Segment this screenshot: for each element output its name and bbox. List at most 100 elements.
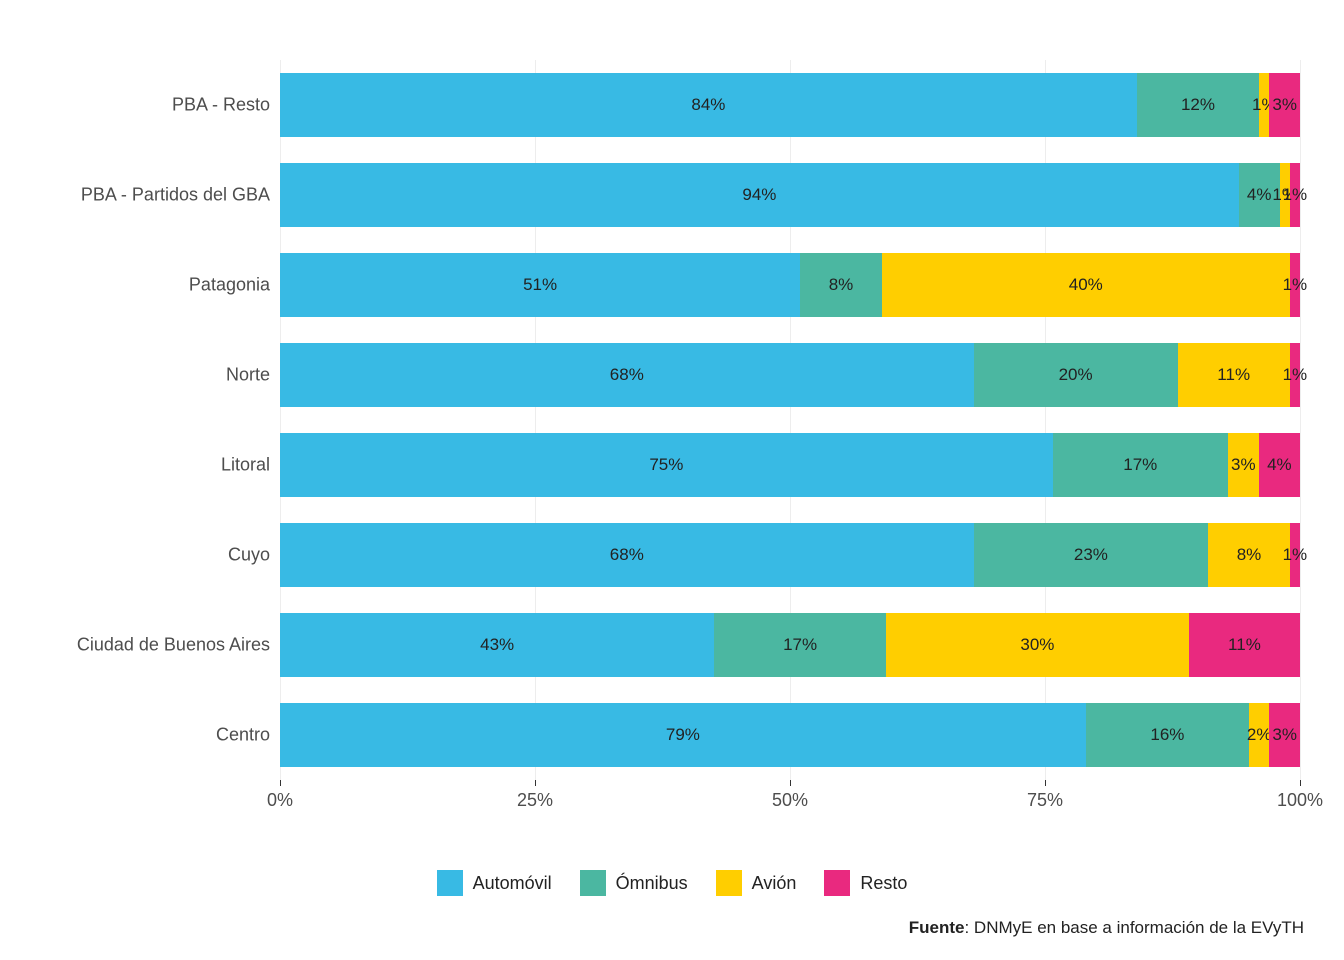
bar-row: 75% 17% 3% 4% <box>280 433 1300 498</box>
bar-segment-automovil: 68% <box>280 343 974 408</box>
bar-segment-label: 51% <box>523 275 557 295</box>
bar-segment-automovil: 75% <box>280 433 1053 498</box>
bar-segment-label: 8% <box>829 275 854 295</box>
bar-segment-label: 16% <box>1150 725 1184 745</box>
legend-swatch <box>580 870 606 896</box>
legend-label: Automóvil <box>473 873 552 894</box>
x-tick-label: 25% <box>517 790 553 811</box>
legend-item-automovil: Automóvil <box>437 870 552 896</box>
legend-label: Resto <box>860 873 907 894</box>
plot-area: 84%12%1%3%94%4%1%1%51%8%40%1%68%20%11%1%… <box>280 60 1300 780</box>
bar-segment-label: 3% <box>1272 725 1297 745</box>
bar-segment-label: 2% <box>1247 725 1272 745</box>
bar-segment-label: 12% <box>1181 95 1215 115</box>
bar-segment-resto: 1% <box>1290 343 1300 408</box>
bar-segment-resto: 3% <box>1269 703 1300 768</box>
bar-row: 94% 4% 1%1% <box>280 163 1300 228</box>
bar-segment-resto: 4% <box>1259 433 1300 498</box>
bar-segment-automovil: 43% <box>280 613 714 678</box>
source-text: : DNMyE en base a información de la EVyT… <box>964 918 1304 937</box>
bar-segment-label: 40% <box>1069 275 1103 295</box>
bar-segment-resto: 1% <box>1290 523 1300 588</box>
legend-item-omnibus: Ómnibus <box>580 870 688 896</box>
legend-swatch <box>824 870 850 896</box>
bar-row: 79% 16% 2%3% <box>280 703 1300 768</box>
y-axis-category-label: PBA - Partidos del GBA <box>10 185 270 206</box>
x-tick-label: 0% <box>267 790 293 811</box>
bar-segment-label: 4% <box>1267 455 1292 475</box>
legend-swatch <box>716 870 742 896</box>
bar-segment-resto: 11% <box>1189 613 1300 678</box>
bar-segment-omnibus: 17% <box>714 613 886 678</box>
bar-segment-label: 17% <box>783 635 817 655</box>
y-axis-category-label: PBA - Resto <box>10 95 270 116</box>
x-tick-mark <box>535 780 536 786</box>
bar-segment-label: 84% <box>691 95 725 115</box>
bar-segment-avion: 8% <box>1208 523 1290 588</box>
bar-segment-omnibus: 20% <box>974 343 1178 408</box>
bar-segment-label: 11% <box>1217 365 1250 385</box>
bar-segment-label: 8% <box>1237 545 1262 565</box>
x-tick-mark <box>790 780 791 786</box>
bar-segment-automovil: 51% <box>280 253 800 318</box>
bar-segment-resto: 1% <box>1290 253 1300 318</box>
gridline <box>1300 60 1301 780</box>
bar-row: 43% 17% 30% 11% <box>280 613 1300 678</box>
x-tick-mark <box>1045 780 1046 786</box>
y-axis-category-label: Litoral <box>10 455 270 476</box>
bar-segment-automovil: 68% <box>280 523 974 588</box>
bar-segment-label: 43% <box>480 635 514 655</box>
stacked-bar-chart: 84%12%1%3%94%4%1%1%51%8%40%1%68%20%11%1%… <box>0 0 1344 960</box>
bar-segment-avion: 11% <box>1178 343 1290 408</box>
bar-segment-avion: 30% <box>886 613 1189 678</box>
x-tick-label: 50% <box>772 790 808 811</box>
bar-segment-label: 3% <box>1272 95 1297 115</box>
source-label: Fuente <box>909 918 965 937</box>
x-tick-mark <box>280 780 281 786</box>
legend-item-avion: Avión <box>716 870 797 896</box>
bar-segment-omnibus: 16% <box>1086 703 1249 768</box>
y-axis-category-label: Ciudad de Buenos Aires <box>10 635 270 656</box>
bar-segment-avion: 1% <box>1259 73 1269 138</box>
bar-segment-omnibus: 12% <box>1137 73 1259 138</box>
bar-segment-omnibus: 23% <box>974 523 1209 588</box>
bar-segment-avion: 2% <box>1249 703 1269 768</box>
bar-segment-label: 3% <box>1231 455 1256 475</box>
bar-row: 51% 8% 40% 1% <box>280 253 1300 318</box>
bar-segment-label: 68% <box>610 365 644 385</box>
bar-segment-avion: 40% <box>882 253 1290 318</box>
x-tick-label: 100% <box>1277 790 1323 811</box>
y-axis-category-label: Norte <box>10 365 270 386</box>
bar-segment-avion: 1% <box>1280 163 1290 228</box>
bar-segment-label: 79% <box>666 725 700 745</box>
bar-segment-omnibus: 8% <box>800 253 882 318</box>
legend-label: Ómnibus <box>616 873 688 894</box>
bar-segment-label: 75% <box>649 455 683 475</box>
x-tick-label: 75% <box>1027 790 1063 811</box>
bar-segment-omnibus: 17% <box>1053 433 1228 498</box>
bar-segment-resto: 1% <box>1290 163 1300 228</box>
bar-segment-label: 30% <box>1020 635 1054 655</box>
y-axis-category-label: Cuyo <box>10 545 270 566</box>
bar-row: 68% 23% 8% 1% <box>280 523 1300 588</box>
bar-segment-label: 4% <box>1247 185 1272 205</box>
bar-segment-label: 20% <box>1059 365 1093 385</box>
bar-segment-label: 17% <box>1123 455 1157 475</box>
legend-label: Avión <box>752 873 797 894</box>
bar-segment-label: 11% <box>1228 635 1261 655</box>
bar-segment-automovil: 84% <box>280 73 1137 138</box>
bar-segment-label: 23% <box>1074 545 1108 565</box>
x-tick-mark <box>1300 780 1301 786</box>
bar-segment-label: 94% <box>742 185 776 205</box>
bar-row: 84% 12% 1%3% <box>280 73 1300 138</box>
source-caption: Fuente: DNMyE en base a información de l… <box>909 918 1304 938</box>
bar-row: 68% 20% 11% 1% <box>280 343 1300 408</box>
legend-swatch <box>437 870 463 896</box>
bar-segment-label: 68% <box>610 545 644 565</box>
bar-segment-resto: 3% <box>1269 73 1300 138</box>
bar-segment-automovil: 79% <box>280 703 1086 768</box>
y-axis-category-label: Centro <box>10 725 270 746</box>
bar-segment-automovil: 94% <box>280 163 1239 228</box>
legend-item-resto: Resto <box>824 870 907 896</box>
bar-segment-omnibus: 4% <box>1239 163 1280 228</box>
